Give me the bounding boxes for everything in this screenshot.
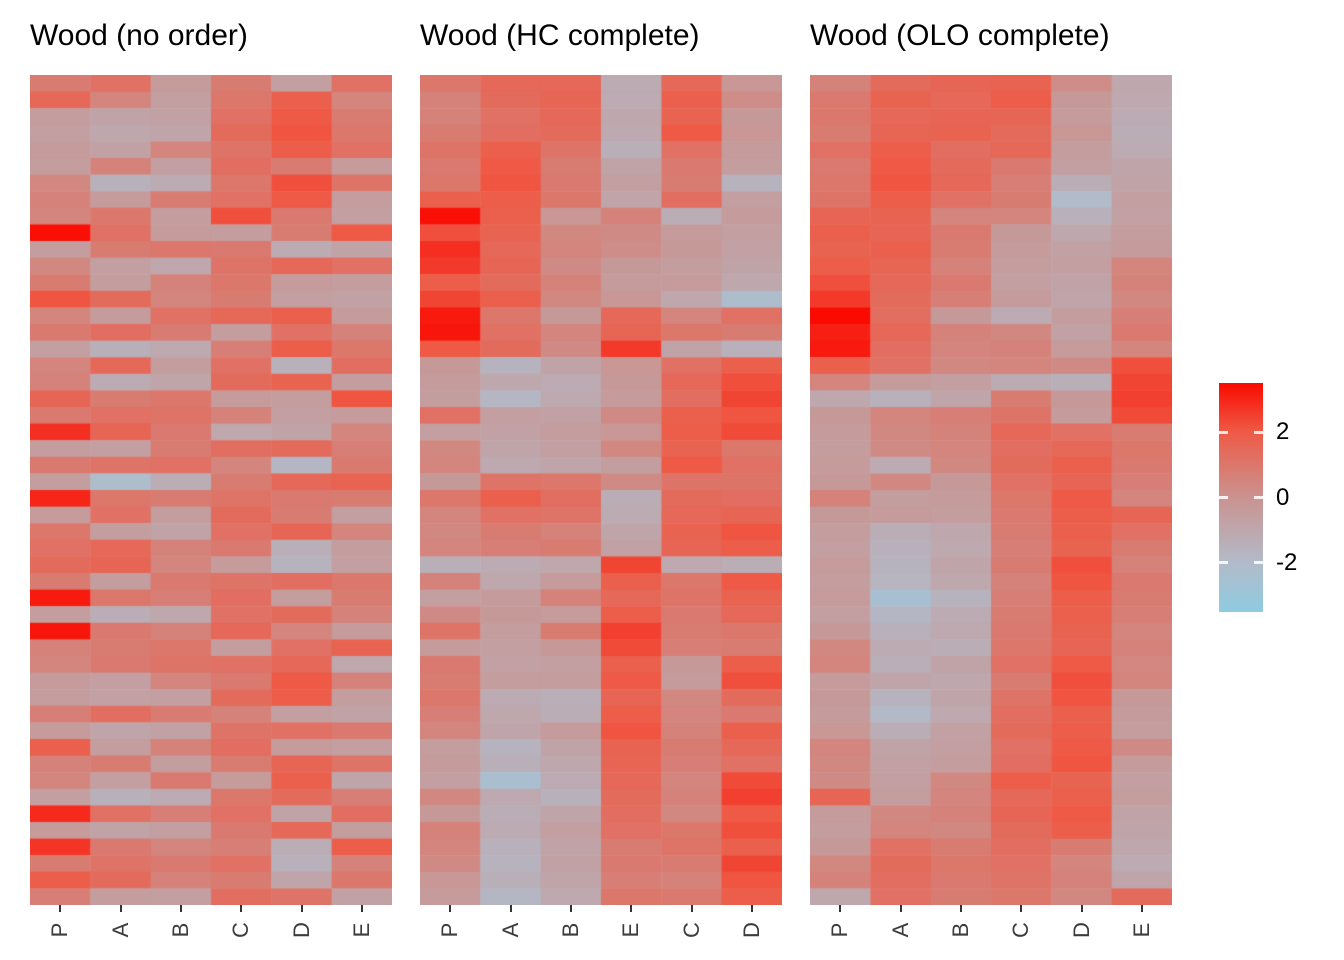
- x-axis-tick: [240, 905, 243, 912]
- x-axis-tick: [59, 905, 62, 912]
- x-axis-tick: [1080, 905, 1083, 912]
- x-axis-label-P: P: [827, 922, 853, 938]
- legend-gradient-bar: [1219, 383, 1263, 612]
- panel-title-no-order: Wood (no order): [30, 19, 248, 52]
- x-axis-tick: [119, 905, 122, 912]
- heatmap-no-order: [30, 75, 392, 905]
- x-axis-tick: [509, 905, 512, 912]
- x-axis-tick: [750, 905, 753, 912]
- legend-tick-mark: [1254, 430, 1263, 434]
- x-axis-tick: [449, 905, 452, 912]
- x-axis-tick: [569, 905, 572, 912]
- legend-tick-mark: [1219, 561, 1228, 565]
- x-axis-label-P: P: [437, 922, 463, 938]
- x-axis-tick: [839, 905, 842, 912]
- x-axis-tick: [1020, 905, 1023, 912]
- panel-title-hc-complete: Wood (HC complete): [420, 19, 700, 52]
- x-axis-label-B: B: [947, 922, 973, 938]
- x-axis-tick: [360, 905, 363, 912]
- heatmap-olo-complete: [810, 75, 1172, 905]
- x-axis-label-B: B: [557, 922, 583, 938]
- panel-title-olo-complete: Wood (OLO complete): [810, 19, 1110, 52]
- x-axis-label-B: B: [167, 922, 193, 938]
- x-axis-tick: [630, 905, 633, 912]
- legend-tick-mark: [1254, 496, 1263, 499]
- x-axis-label-A: A: [107, 922, 133, 938]
- x-axis-tick: [690, 905, 693, 912]
- x-axis-tick: [959, 905, 962, 912]
- legend-tick-label: 2: [1276, 418, 1290, 446]
- x-axis-label-C: C: [678, 922, 704, 938]
- x-axis-label-D: D: [738, 922, 764, 938]
- x-axis-label-A: A: [497, 922, 523, 938]
- x-axis-label-E: E: [1128, 922, 1154, 938]
- x-axis-tick: [179, 905, 182, 912]
- x-axis-tick: [899, 905, 902, 912]
- legend-tick-label: 0: [1276, 483, 1290, 511]
- legend-tick-mark: [1219, 496, 1228, 499]
- heatmap-hc-complete: [420, 75, 782, 905]
- x-axis-label-A: A: [887, 922, 913, 938]
- x-axis-label-E: E: [618, 922, 644, 938]
- x-axis-label-P: P: [47, 922, 73, 938]
- legend-tick-label: -2: [1276, 548, 1298, 576]
- x-axis-label-C: C: [1008, 922, 1034, 938]
- x-axis-label-C: C: [228, 922, 254, 938]
- x-axis-label-E: E: [348, 922, 374, 938]
- x-axis-label-D: D: [288, 922, 314, 938]
- legend-tick-mark: [1219, 430, 1228, 434]
- x-axis-label-D: D: [1068, 922, 1094, 938]
- x-axis-tick: [300, 905, 303, 912]
- x-axis-tick: [1140, 905, 1143, 912]
- legend-tick-mark: [1254, 561, 1263, 565]
